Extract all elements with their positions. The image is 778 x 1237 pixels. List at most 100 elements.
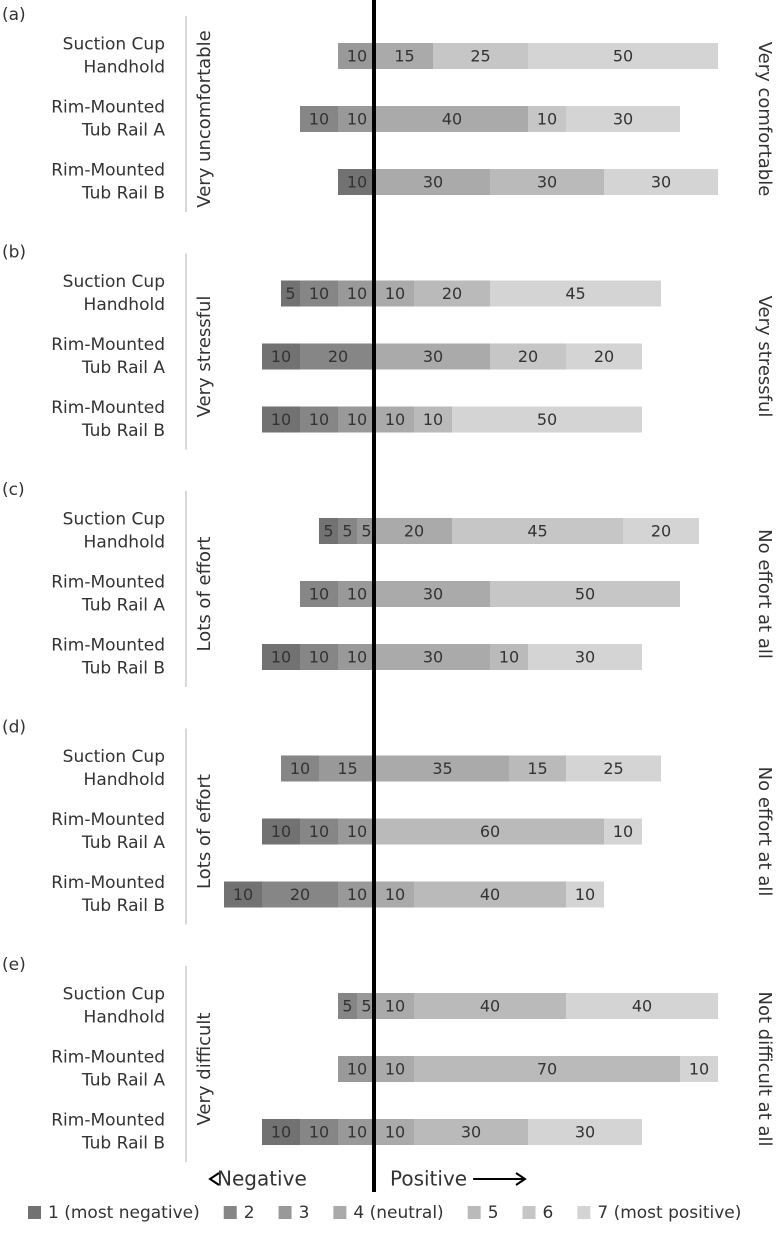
category-label: Rim-Mounted Tub Rail B bbox=[51, 161, 165, 204]
legend-label: 5 bbox=[488, 1203, 499, 1223]
bar-segment bbox=[300, 581, 338, 607]
value-label: 10 bbox=[347, 885, 367, 904]
value-label: 10 bbox=[347, 822, 367, 841]
value-label: 10 bbox=[347, 47, 367, 66]
value-label: 10 bbox=[385, 885, 405, 904]
value-label: 10 bbox=[347, 110, 367, 129]
value-label: 10 bbox=[309, 822, 329, 841]
value-label: 10 bbox=[423, 410, 443, 429]
bar-segment bbox=[338, 280, 376, 307]
arrow-head bbox=[515, 1172, 527, 1186]
legend-swatch bbox=[522, 1206, 536, 1219]
bar-segment bbox=[490, 169, 604, 195]
value-label: 25 bbox=[603, 759, 623, 778]
legend-swatch bbox=[333, 1206, 347, 1219]
bar-segment bbox=[376, 993, 414, 1019]
value-label: 5 bbox=[342, 997, 352, 1016]
bar-segment bbox=[300, 343, 376, 370]
value-label: 10 bbox=[347, 1060, 367, 1079]
bar-segment bbox=[338, 993, 357, 1019]
value-label: 5 bbox=[361, 997, 371, 1016]
bar-segment bbox=[528, 106, 566, 132]
value-label: 30 bbox=[461, 1123, 481, 1142]
value-label: 5 bbox=[323, 522, 333, 541]
bar-segment bbox=[490, 581, 680, 607]
value-label: 10 bbox=[309, 1123, 329, 1142]
left-anchor: Lots of effort bbox=[194, 537, 215, 652]
value-label: 10 bbox=[347, 173, 367, 192]
legend-swatch bbox=[577, 1206, 591, 1219]
category-label: Rim-Mounted Tub Rail B bbox=[51, 636, 165, 679]
value-label: 50 bbox=[575, 585, 595, 604]
left-anchor: Very uncomfortable bbox=[194, 30, 215, 207]
bar-segment bbox=[262, 881, 338, 908]
bar-segment bbox=[376, 755, 509, 782]
bar-segment bbox=[300, 1119, 338, 1145]
positive-label: Positive bbox=[390, 1167, 467, 1191]
bar-segment bbox=[338, 581, 376, 607]
bar-segment bbox=[300, 644, 338, 670]
category-label: Rim-Mounted Tub Rail A bbox=[51, 98, 165, 141]
bar-segment bbox=[357, 993, 376, 1019]
legend-label: 7 (most positive) bbox=[597, 1203, 741, 1223]
bar-segment bbox=[376, 43, 433, 69]
bar-segment bbox=[566, 993, 718, 1019]
value-label: 10 bbox=[347, 585, 367, 604]
value-label: 40 bbox=[632, 997, 652, 1016]
value-label: 10 bbox=[347, 410, 367, 429]
bar-segment bbox=[376, 169, 490, 195]
value-label: 10 bbox=[309, 410, 329, 429]
right-anchor: No effort at all bbox=[754, 529, 775, 659]
value-label: 20 bbox=[290, 885, 310, 904]
legend-label: 1 (most negative) bbox=[48, 1203, 200, 1223]
value-label: 20 bbox=[651, 522, 671, 541]
bar-segment bbox=[376, 406, 414, 433]
bar-segment bbox=[376, 818, 604, 845]
left-anchor: Very difficult bbox=[194, 1013, 215, 1126]
negative-label: Negative bbox=[217, 1167, 307, 1191]
bar-segment bbox=[338, 644, 376, 670]
value-label: 10 bbox=[290, 759, 310, 778]
bar-segment bbox=[414, 406, 452, 433]
panel-label: (a) bbox=[2, 5, 26, 25]
value-label: 5 bbox=[361, 522, 371, 541]
panel-label: (c) bbox=[2, 480, 25, 500]
category-label: Rim-Mounted Tub Rail B bbox=[51, 873, 165, 916]
value-label: 10 bbox=[499, 648, 519, 667]
bar-segment bbox=[262, 1119, 300, 1145]
category-label: Rim-Mounted Tub Rail B bbox=[51, 1111, 165, 1154]
bar-segment bbox=[376, 581, 490, 607]
value-label: 20 bbox=[442, 284, 462, 303]
bar-segment bbox=[680, 1056, 718, 1082]
bar-segment bbox=[414, 1056, 680, 1082]
value-label: 10 bbox=[347, 648, 367, 667]
legend-label: 6 bbox=[543, 1203, 554, 1223]
value-label: 5 bbox=[285, 284, 295, 303]
value-label: 40 bbox=[480, 885, 500, 904]
bar-segment bbox=[414, 280, 490, 307]
value-label: 45 bbox=[527, 522, 547, 541]
bar-segment bbox=[376, 1056, 414, 1082]
category-label: Rim-Mounted Tub Rail A bbox=[51, 335, 165, 378]
category-label: Rim-Mounted Tub Rail A bbox=[51, 573, 165, 616]
value-label: 40 bbox=[480, 997, 500, 1016]
value-label: 10 bbox=[385, 1123, 405, 1142]
value-label: 45 bbox=[565, 284, 585, 303]
legend-swatch bbox=[28, 1206, 41, 1219]
bar-segment bbox=[604, 818, 642, 845]
bar-segment bbox=[338, 406, 376, 433]
bar-segment bbox=[509, 755, 566, 782]
value-label: 15 bbox=[527, 759, 547, 778]
bar-segment bbox=[452, 518, 623, 544]
value-label: 15 bbox=[394, 47, 414, 66]
bar-segment bbox=[281, 280, 300, 307]
value-label: 30 bbox=[651, 173, 671, 192]
value-label: 10 bbox=[271, 410, 291, 429]
value-label: 10 bbox=[271, 347, 291, 366]
value-label: 5 bbox=[342, 522, 352, 541]
bar-segment bbox=[528, 43, 718, 69]
bar-segment bbox=[338, 106, 376, 132]
panel-label: (e) bbox=[2, 955, 26, 975]
bar-segment bbox=[338, 169, 376, 195]
